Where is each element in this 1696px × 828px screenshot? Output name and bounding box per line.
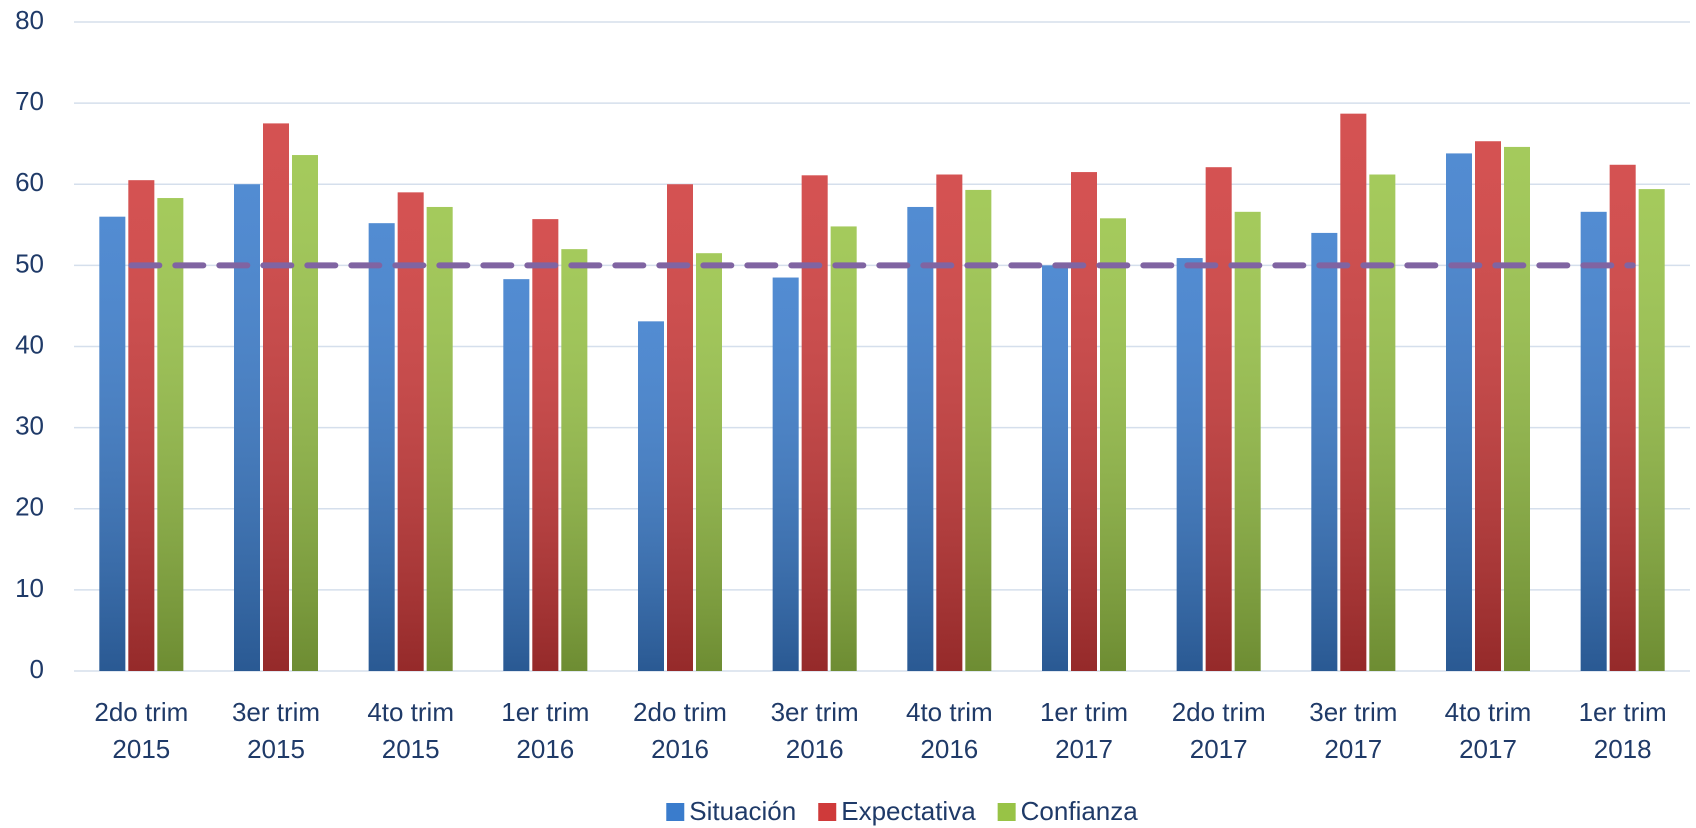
legend: Situación Expectativa Confianza — [666, 796, 1138, 826]
x-tick-label: 4to trim — [906, 697, 993, 727]
x-tick-label: 1er trim — [501, 697, 589, 727]
bar — [965, 189, 992, 671]
bar — [99, 216, 126, 671]
bar — [936, 174, 963, 671]
x-tick-label: 3er trim — [1309, 697, 1397, 727]
bar — [1176, 258, 1203, 671]
bar — [128, 180, 155, 671]
bar — [638, 321, 664, 671]
x-tick-label: 2017 — [1324, 734, 1382, 764]
legend-item: Expectativa — [818, 796, 976, 826]
legend-label: Confianza — [1021, 796, 1139, 826]
bar — [1638, 189, 1665, 671]
legend-item: Confianza — [997, 796, 1139, 826]
bar — [1311, 232, 1338, 672]
bar — [1071, 172, 1097, 672]
x-tick-label: 2do trim — [94, 697, 188, 727]
x-tick-label: 2016 — [516, 734, 574, 764]
bar — [561, 249, 588, 671]
legend-swatch — [818, 803, 837, 821]
y-tick-label: 70 — [15, 86, 44, 116]
x-tick-label: 3er trim — [771, 697, 859, 727]
bar — [532, 219, 559, 672]
bar — [292, 155, 318, 672]
bar — [1609, 164, 1636, 671]
bar — [157, 198, 184, 671]
x-tick-label: 2do trim — [1172, 697, 1266, 727]
bar — [1475, 141, 1501, 671]
legend-label: Situación — [689, 796, 796, 826]
bar — [830, 226, 857, 671]
bar — [1042, 265, 1068, 671]
bar — [907, 206, 934, 671]
y-tick-label: 0 — [30, 654, 44, 684]
bar — [696, 253, 722, 672]
x-tick-label: 2017 — [1459, 734, 1517, 764]
legend-item: Situación — [666, 796, 796, 826]
x-tick-label: 2017 — [1190, 734, 1248, 764]
x-tick-label: 3er trim — [232, 697, 320, 727]
x-tick-label: 4to trim — [1445, 697, 1532, 727]
legend-swatch — [666, 803, 685, 821]
bar — [503, 279, 530, 671]
y-tick-label: 80 — [15, 5, 44, 35]
bar — [1234, 211, 1261, 671]
legend-swatch — [997, 803, 1016, 821]
x-tick-label: 2do trim — [633, 697, 727, 727]
bar — [1340, 113, 1367, 671]
y-tick-label: 10 — [15, 573, 44, 603]
x-tick-label: 2016 — [920, 734, 978, 764]
bar — [801, 175, 828, 672]
y-tick-label: 40 — [15, 329, 44, 359]
x-tick-label: 2016 — [786, 734, 844, 764]
y-tick-label: 20 — [15, 492, 44, 522]
legend-label: Expectativa — [841, 796, 976, 826]
y-tick-label: 60 — [15, 167, 44, 197]
bar — [1580, 211, 1607, 671]
x-tick-label: 4to trim — [367, 697, 454, 727]
bar — [1100, 218, 1126, 671]
bar — [1504, 146, 1530, 671]
bar — [368, 223, 395, 671]
y-tick-label: 50 — [15, 248, 44, 278]
x-tick-label: 2015 — [112, 734, 170, 764]
bar — [1369, 174, 1396, 671]
x-tick-label: 2017 — [1055, 734, 1113, 764]
x-tick-label: 1er trim — [1040, 697, 1128, 727]
bar — [1205, 167, 1232, 671]
y-tick-label: 30 — [15, 411, 44, 441]
x-tick-label: 2016 — [651, 734, 709, 764]
x-tick-label: 2015 — [247, 734, 305, 764]
bar — [772, 277, 799, 671]
bar — [667, 184, 693, 671]
bar — [426, 206, 453, 671]
bar — [1446, 153, 1472, 672]
x-tick-label: 2018 — [1594, 734, 1652, 764]
x-tick-label: 1er trim — [1579, 697, 1667, 727]
bar — [234, 184, 260, 671]
bar — [263, 123, 289, 671]
x-tick-label: 2015 — [382, 734, 440, 764]
